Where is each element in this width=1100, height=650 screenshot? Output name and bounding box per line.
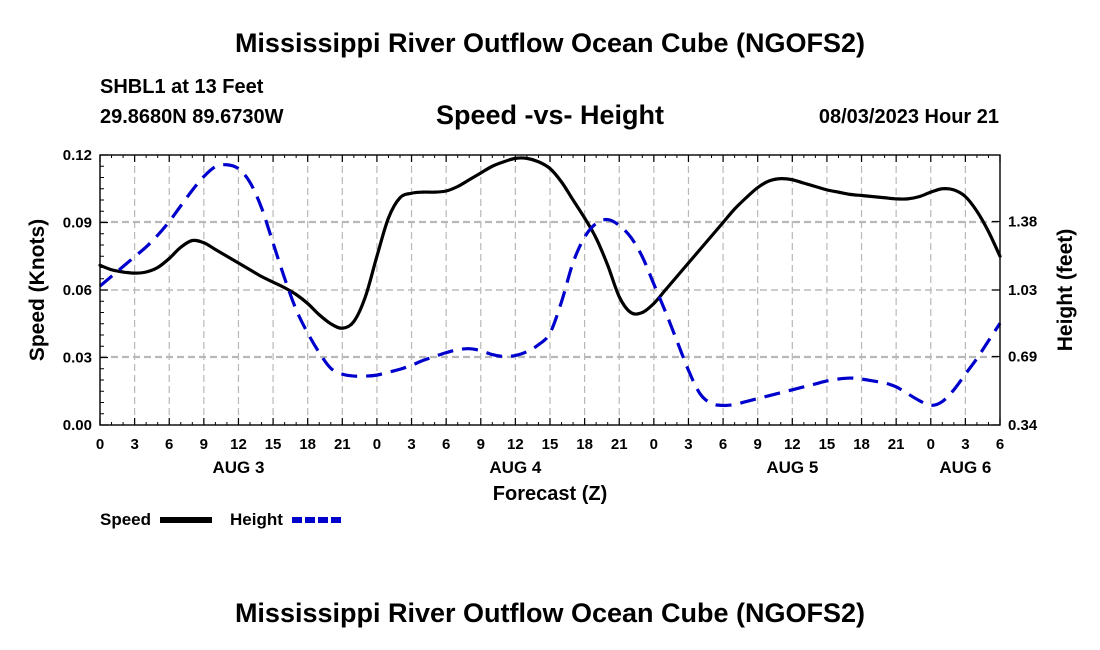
y-tick-label: 0.00 <box>63 417 92 434</box>
x-tick-label: 15 <box>542 436 559 453</box>
x-tick-label: 21 <box>334 436 351 453</box>
x-tick-label: 15 <box>265 436 282 453</box>
x-tick-label: 0 <box>927 436 935 453</box>
x-tick-label: 9 <box>754 436 762 453</box>
x-tick-label: 12 <box>230 436 247 453</box>
day-label: AUG 3 <box>212 458 264 477</box>
x-tick-label: 3 <box>130 436 138 453</box>
axes: 0 3 6 9 12 15 18 21 0 3 6 9 12 15 18 21 0 3 6 9 12 15 18 21 0 3 6A… <box>63 147 1038 477</box>
x-tick-label: 6 <box>996 436 1004 453</box>
x-tick-label: 21 <box>611 436 628 453</box>
day-label: AUG 6 <box>939 458 991 477</box>
x-tick-label: 0 <box>373 436 381 453</box>
y-tick-label: 0.06 <box>63 282 92 299</box>
series-layer <box>98 156 1002 408</box>
y2-tick-label: 0.69 <box>1008 349 1037 366</box>
x-tick-label: 12 <box>784 436 801 453</box>
x-tick-label: 0 <box>96 436 104 453</box>
chart-subtitle: Speed -vs- Height <box>435 100 665 130</box>
legend-height-label: Height <box>230 510 283 529</box>
legend: Speed Height <box>100 510 342 529</box>
x-tick-label: 12 <box>507 436 524 453</box>
grid <box>100 155 1000 425</box>
height-line <box>98 163 1002 408</box>
x-axis-label: Forecast (Z) <box>493 483 607 505</box>
x-tick-label: 18 <box>853 436 870 453</box>
footer-title: Mississippi River Outflow Ocean Cube (NG… <box>234 598 866 628</box>
day-label: AUG 5 <box>766 458 818 477</box>
x-tick-label: 18 <box>576 436 593 453</box>
x-tick-label: 9 <box>477 436 485 453</box>
legend-speed-label: Speed <box>100 510 151 529</box>
x-tick-label: 6 <box>442 436 450 453</box>
speed-line <box>98 156 1002 330</box>
y-tick-label: 0.12 <box>63 147 92 164</box>
y-axis-label: Speed (Knots) <box>26 219 49 361</box>
y2-tick-label: 0.34 <box>1008 417 1038 434</box>
y-tick-label: 0.09 <box>63 215 92 232</box>
x-tick-label: 18 <box>299 436 316 453</box>
x-tick-label: 21 <box>888 436 905 453</box>
x-tick-label: 15 <box>819 436 836 453</box>
forecast-datetime: 08/03/2023 Hour 21 <box>818 106 999 128</box>
main-title: Mississippi River Outflow Ocean Cube (NG… <box>234 28 866 58</box>
station-coordinates: 29.8680N 89.6730W <box>100 106 284 128</box>
x-tick-label: 6 <box>719 436 727 453</box>
x-tick-label: 3 <box>407 436 415 453</box>
day-label: AUG 4 <box>489 458 542 477</box>
x-tick-label: 6 <box>165 436 173 453</box>
x-tick-label: 0 <box>650 436 658 453</box>
x-tick-label: 3 <box>684 436 692 453</box>
y2-tick-label: 1.03 <box>1008 282 1037 299</box>
y2-axis-label: Height (feet) <box>1054 229 1077 352</box>
y2-tick-label: 1.38 <box>1008 214 1037 231</box>
x-tick-label: 9 <box>200 436 208 453</box>
x-tick-label: 3 <box>961 436 969 453</box>
station-label: SHBL1 at 13 Feet <box>100 76 264 98</box>
y-tick-label: 0.03 <box>63 350 92 367</box>
